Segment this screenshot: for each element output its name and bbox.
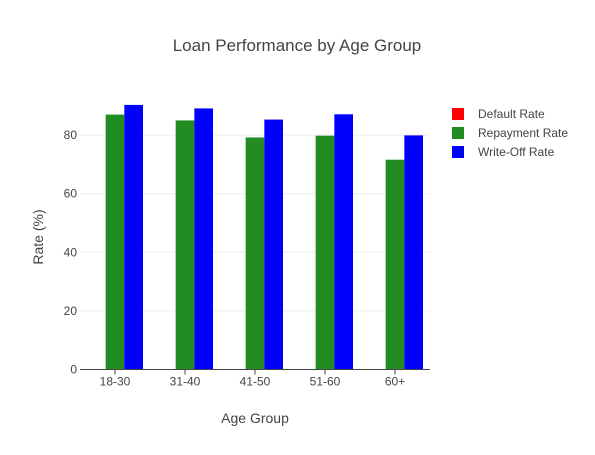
legend-item-write-off-rate[interactable]: Write-Off Rate (452, 145, 555, 159)
x-axis-ticks: 18-30 31-40 41-50 51-60 60+ (100, 369, 405, 389)
x-axis-title: Age Group (221, 410, 289, 426)
legend-label: Write-Off Rate (478, 145, 555, 159)
y-axis-title: Rate (%) (30, 209, 46, 264)
legend-item-default-rate[interactable]: Default Rate (452, 107, 545, 121)
y-axis-ticks: 0 20 40 60 80 (64, 128, 78, 376)
bar-repayment-rate-18-30 (105, 114, 125, 370)
bar-write-off-rate-60- (404, 135, 423, 370)
legend-swatch (452, 146, 464, 158)
bar-repayment-rate-51-60 (315, 135, 335, 370)
legend-swatch (452, 127, 464, 139)
bars (105, 104, 423, 370)
y-tick-label: 60 (64, 187, 78, 201)
x-tick-label: 18-30 (100, 375, 131, 389)
x-tick-label: 41-50 (240, 375, 271, 389)
legend-label: Default Rate (478, 107, 545, 121)
x-tick-label: 51-60 (310, 375, 341, 389)
bar-repayment-rate-60- (385, 159, 405, 370)
bar-write-off-rate-31-40 (194, 108, 213, 370)
y-tick-label: 80 (64, 128, 78, 142)
y-tick-label: 40 (64, 245, 78, 259)
y-tick-label: 0 (70, 363, 77, 377)
bar-write-off-rate-18-30 (124, 104, 143, 370)
x-tick-label: 60+ (385, 375, 405, 389)
chart-title: Loan Performance by Age Group (173, 36, 422, 55)
y-tick-label: 20 (64, 304, 78, 318)
legend-item-repayment-rate[interactable]: Repayment Rate (452, 126, 568, 140)
bar-write-off-rate-51-60 (334, 114, 353, 370)
bar-repayment-rate-41-50 (245, 137, 265, 370)
legend: Default Rate Repayment Rate Write-Off Rate (452, 107, 568, 159)
x-tick-label: 31-40 (170, 375, 201, 389)
legend-swatch (452, 108, 464, 120)
legend-label: Repayment Rate (478, 126, 568, 140)
bar-repayment-rate-31-40 (175, 120, 195, 370)
bar-write-off-rate-41-50 (264, 119, 283, 370)
